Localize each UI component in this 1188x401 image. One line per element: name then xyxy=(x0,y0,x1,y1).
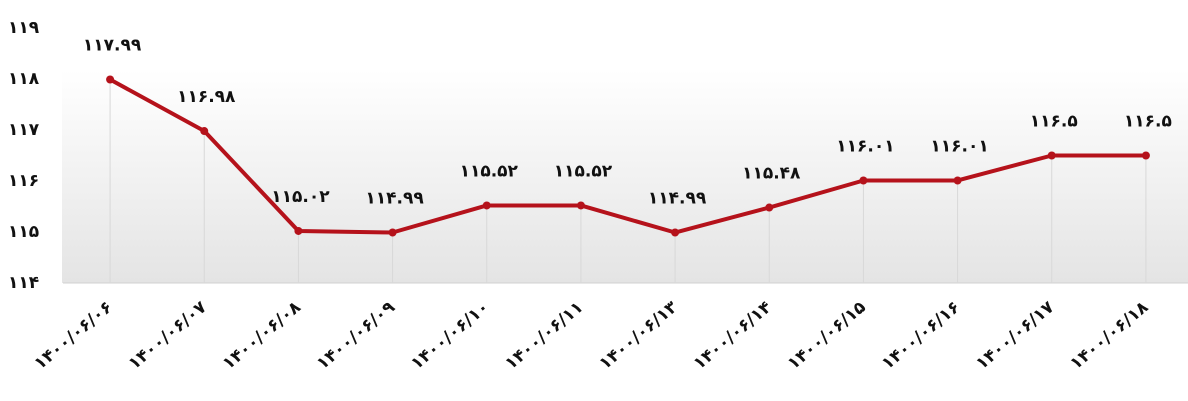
data-label: ۱۱۴.۹۹ xyxy=(365,189,424,209)
x-tick-label: ۱۴۰۰/۰۶/۱۵ xyxy=(784,297,870,374)
y-tick-label: ۱۱۹ xyxy=(8,18,40,38)
data-label: ۱۱۵.۰۲ xyxy=(271,187,330,207)
point xyxy=(106,75,115,84)
point xyxy=(388,228,397,237)
point xyxy=(859,176,868,185)
point xyxy=(765,203,774,212)
x-tick-label: ۱۴۰۰/۰۶/۱۴ xyxy=(690,297,776,374)
y-tick-label: ۱۱۸ xyxy=(8,69,40,89)
x-tick-label: ۱۴۰۰/۰۶/۱۳ xyxy=(596,297,682,374)
data-label: ۱۱۶.۰۱ xyxy=(930,136,988,156)
data-label: ۱۱۶.۰۱ xyxy=(836,136,894,156)
data-label: ۱۱۶.۹۸ xyxy=(177,87,236,107)
x-tick-label: ۱۴۰۰/۰۶/۰۷ xyxy=(125,297,211,374)
data-label: ۱۱۴.۹۹ xyxy=(648,189,707,209)
y-tick-label: ۱۱۵ xyxy=(8,222,39,242)
x-tick-label: ۱۴۰۰/۰۶/۰۶ xyxy=(31,297,117,374)
data-label: ۱۱۶.۵ xyxy=(1030,112,1078,132)
point xyxy=(953,176,962,185)
x-tick-label: ۱۴۰۰/۰۶/۱۰ xyxy=(407,297,493,374)
x-tick-label: ۱۴۰۰/۰۶/۱۸ xyxy=(1066,297,1152,374)
point xyxy=(482,201,491,210)
point xyxy=(200,127,209,136)
y-tick-label: ۱۱۶ xyxy=(8,171,39,191)
x-tick-label: ۱۴۰۰/۰۶/۱۶ xyxy=(878,297,964,374)
data-label: ۱۱۵.۵۲ xyxy=(460,161,519,181)
y-tick-label: ۱۱۴ xyxy=(8,273,39,293)
y-tick-label: ۱۱۷ xyxy=(8,120,40,140)
x-tick-label: ۱۴۰۰/۰۶/۰۸ xyxy=(219,297,305,374)
x-tick-label: ۱۴۰۰/۰۶/۱۷ xyxy=(972,297,1058,374)
data-label: ۱۱۷.۹۹ xyxy=(83,36,142,56)
point xyxy=(294,226,303,235)
line xyxy=(109,77,1146,235)
point xyxy=(1141,151,1150,160)
point xyxy=(576,201,585,210)
data-label: ۱۱۶.۵ xyxy=(1124,112,1172,132)
x-tick-label: ۱۴۰۰/۰۶/۰۹ xyxy=(313,297,399,374)
data-label: ۱۱۵.۵۲ xyxy=(554,161,613,181)
data-label: ۱۱۵.۴۸ xyxy=(742,164,801,184)
point xyxy=(1047,151,1056,160)
point xyxy=(671,228,680,237)
x-tick-label: ۱۴۰۰/۰۶/۱۱ xyxy=(501,297,587,374)
